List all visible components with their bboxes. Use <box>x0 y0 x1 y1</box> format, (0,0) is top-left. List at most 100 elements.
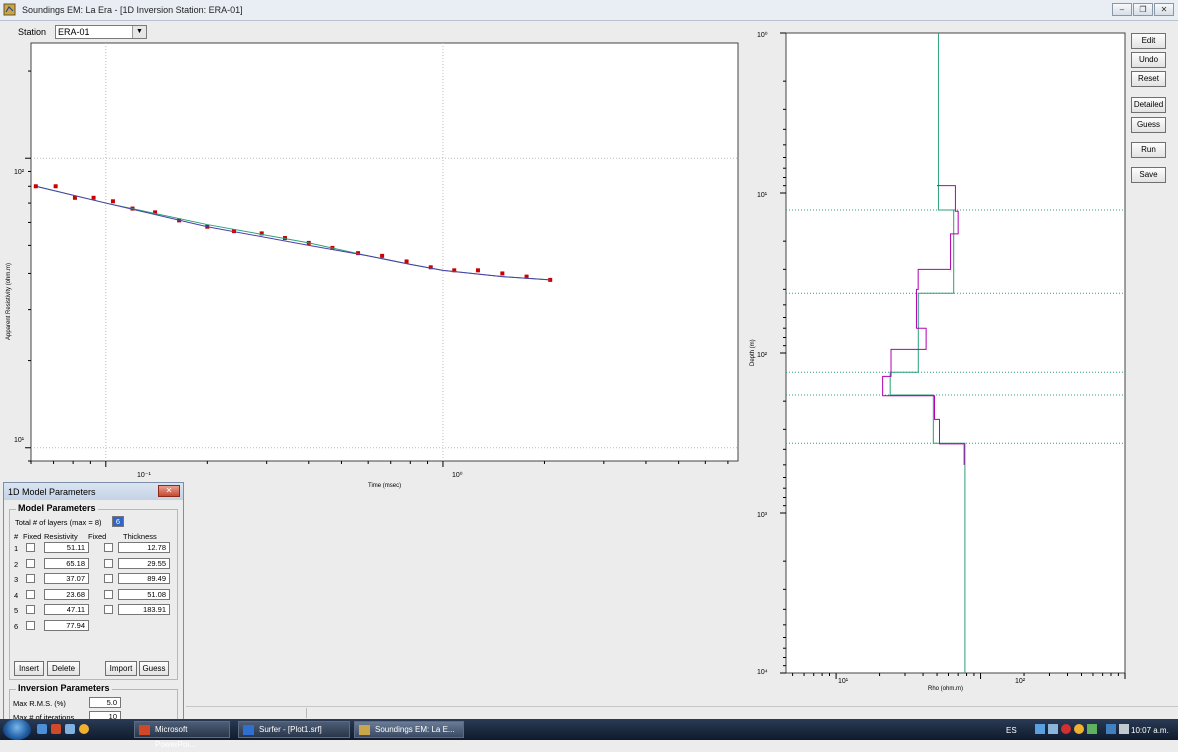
observed-point <box>500 271 505 276</box>
delete-button[interactable]: Delete <box>47 661 80 676</box>
max-rms-input[interactable]: 5.0 <box>89 697 121 708</box>
undo-button[interactable]: Undo <box>1131 52 1166 68</box>
thickness-input[interactable]: 12.78 <box>118 542 170 553</box>
max-iterations-input[interactable]: 10 <box>89 711 121 721</box>
close-icon[interactable]: ✕ <box>158 485 180 497</box>
guess-button[interactable]: Guess <box>1131 117 1166 133</box>
fixed-resistivity-checkbox[interactable] <box>26 620 35 630</box>
tray-icon[interactable] <box>1035 724 1045 734</box>
panel-header: 1D Model Parameters ✕ <box>4 483 183 500</box>
max-iterations-label: Max # of iterations <box>13 713 75 722</box>
taskbar-powerpoint[interactable]: Microsoft PowerPoi... <box>134 721 230 749</box>
model-parameters-panel: 1D Model Parameters ✕ Model Parameters T… <box>3 482 184 722</box>
depth-resistivity-plot: 10⁰ 10¹ 10² 10³ 10⁴ 10¹ 10² Rho (ohm.m) … <box>750 31 1126 692</box>
tray-icon[interactable] <box>1074 724 1084 734</box>
soundings-icon <box>359 725 370 735</box>
right-ytick-10000: 10⁴ <box>757 669 768 676</box>
switch-windows-icon[interactable] <box>65 724 75 734</box>
tray-icon[interactable] <box>1061 724 1071 734</box>
network-icon[interactable] <box>1106 724 1116 734</box>
language-indicator[interactable]: ES <box>1006 726 1017 735</box>
apparent-resistivity-plot: 10² 10¹ 10⁻¹ 10⁰ Time (msec) Apparent Re… <box>6 42 739 489</box>
resistivity-input[interactable]: 23.68 <box>44 588 89 600</box>
right-ytick-100: 10² <box>757 352 768 359</box>
guess-layers-button[interactable]: Guess <box>139 661 169 676</box>
left-ytick-100: 10² <box>14 169 25 176</box>
right-ytick-10: 10¹ <box>757 192 768 199</box>
volume-icon[interactable] <box>1119 724 1129 734</box>
window-title: Soundings EM: La Era - [1D Inversion Sta… <box>22 5 243 15</box>
resistivity-input[interactable]: 65.18 <box>44 557 89 569</box>
thickness-input[interactable]: 29.55 <box>118 557 170 569</box>
fixed-thickness-checkbox[interactable] <box>104 543 113 552</box>
station-value: ERA-01 <box>58 27 90 37</box>
left-xtick-0.1: 10⁻¹ <box>137 472 151 479</box>
fixed-thickness-checkbox[interactable] <box>104 605 113 614</box>
observed-point <box>72 195 77 200</box>
panel-title: 1D Model Parameters <box>8 487 96 497</box>
observed-point <box>428 265 433 270</box>
observed-point <box>282 236 287 241</box>
save-button[interactable]: Save <box>1131 167 1166 183</box>
station-select[interactable]: ERA-01 ▼ <box>55 25 147 39</box>
thickness-input[interactable]: 51.08 <box>118 588 170 600</box>
chevron-down-icon[interactable]: ▼ <box>132 26 146 38</box>
edit-button[interactable]: Edit <box>1131 33 1166 49</box>
run-button[interactable]: Run <box>1131 142 1166 158</box>
fixed-thickness-checkbox[interactable] <box>104 558 113 568</box>
fixed-resistivity-checkbox[interactable] <box>26 574 35 583</box>
minimize-icon[interactable]: – <box>1112 3 1132 16</box>
layer-number: 1 <box>14 544 19 553</box>
fixed-resistivity-checkbox[interactable] <box>26 605 35 614</box>
browser-icon[interactable] <box>79 724 89 734</box>
fixed-resistivity-checkbox[interactable] <box>26 589 35 599</box>
detailed-button[interactable]: Detailed <box>1131 97 1166 113</box>
resistivity-input[interactable]: 77.94 <box>44 619 89 631</box>
restore-icon[interactable]: ❐ <box>1133 3 1153 16</box>
start-button-icon[interactable] <box>3 719 31 740</box>
observed-point <box>33 184 38 189</box>
taskbar-surfer[interactable]: Surfer - [Plot1.srf] <box>238 721 350 738</box>
insert-button[interactable]: Insert <box>14 661 44 676</box>
col-resistivity-header: Resistivity <box>44 532 78 541</box>
thickness-input[interactable]: 183.91 <box>118 604 170 615</box>
close-icon[interactable]: ✕ <box>1154 3 1174 16</box>
resistivity-input[interactable]: 51.11 <box>44 542 89 553</box>
fixed-thickness-checkbox[interactable] <box>104 589 113 599</box>
observed-point <box>153 210 158 215</box>
left-plot-frame <box>30 42 739 462</box>
taskbar-soundings[interactable]: Soundings EM: La E... <box>354 721 464 738</box>
layer-number: 2 <box>14 559 19 569</box>
reset-button[interactable]: Reset <box>1131 71 1166 87</box>
thickness-input[interactable]: 89.49 <box>118 573 170 584</box>
fixed-resistivity-checkbox[interactable] <box>26 558 35 568</box>
total-layers-input[interactable]: 6 <box>112 516 124 527</box>
fixed-thickness-checkbox[interactable] <box>104 574 113 583</box>
observed-point <box>91 195 96 200</box>
taskbar: Microsoft PowerPoi... Surfer - [Plot1.sr… <box>0 719 1178 749</box>
tray-icon[interactable] <box>1087 724 1097 734</box>
observed-point <box>475 268 480 273</box>
right-xlabel: Rho (ohm.m) <box>928 686 963 692</box>
left-xtick-1: 10⁰ <box>452 471 463 479</box>
resistivity-input[interactable]: 47.11 <box>44 604 89 615</box>
inverted-model-line <box>882 185 965 465</box>
right-xtick-10: 10¹ <box>838 678 849 685</box>
import-button[interactable]: Import <box>105 661 137 676</box>
observed-point <box>404 259 409 264</box>
clock[interactable]: 10:07 a.m. <box>1131 726 1169 735</box>
col-thickness-header: Thickness <box>123 532 157 541</box>
observed-point <box>452 268 457 273</box>
fixed-resistivity-checkbox[interactable] <box>26 543 35 552</box>
resistivity-input[interactable]: 37.07 <box>44 573 89 584</box>
layer-number: 4 <box>14 590 19 600</box>
quicklaunch-app-icon[interactable] <box>51 724 61 734</box>
status-bar <box>186 706 1178 719</box>
right-ytick-1: 10⁰ <box>757 31 768 39</box>
tray-icon[interactable] <box>1048 724 1058 734</box>
layered-model-line <box>889 33 966 673</box>
station-label: Station <box>18 27 47 37</box>
model-parameters-title: Model Parameters <box>16 503 98 513</box>
observed-point <box>53 184 58 189</box>
show-desktop-icon[interactable] <box>37 724 47 734</box>
